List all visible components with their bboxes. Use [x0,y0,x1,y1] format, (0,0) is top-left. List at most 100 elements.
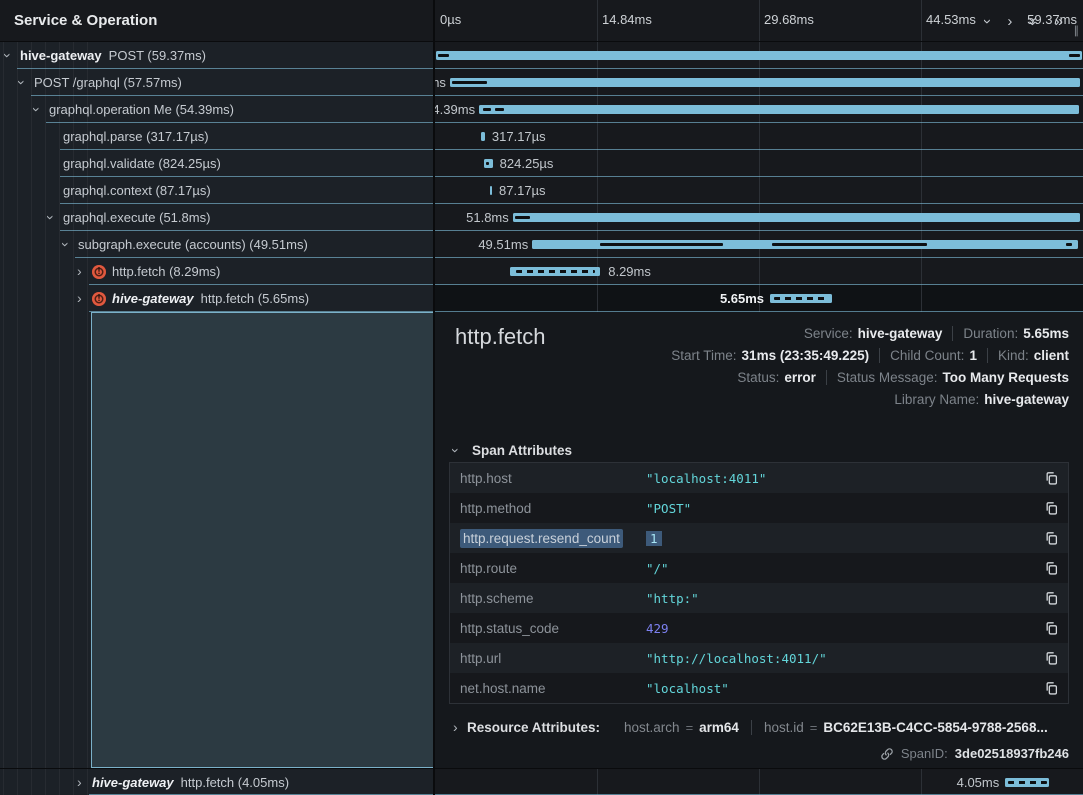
indent-guide [59,42,60,795]
span-id-value: 3de02518937fb246 [954,746,1069,761]
chevron-down-icon[interactable]: › [447,448,464,453]
chevron-down-icon[interactable]: › [28,107,45,112]
span-id-label: SpanID: [900,746,948,761]
span-bar[interactable] [490,186,493,195]
copy-button[interactable] [1034,591,1068,606]
copy-button[interactable] [1034,651,1068,666]
copy-button[interactable] [1034,561,1068,576]
row-underline [46,122,1083,123]
timeline-tick: 14.84ms [602,12,652,27]
span-tree-label[interactable]: › graphql.operation Me (54.39ms) [0,96,433,123]
meta-value: 31ms (23:35:49.225) [741,347,870,363]
span-tree-label[interactable]: › hive-gateway POST (59.37ms) [0,42,433,69]
service-name: hive-gateway [112,291,194,306]
copy-button[interactable] [1034,471,1068,486]
span-bar[interactable] [479,105,1080,114]
span-timeline [435,42,1083,69]
span-row[interactable]: graphql.parse (317.17µs) 317.17µs [0,123,1083,150]
chevron-right-icon[interactable]: › [453,719,458,735]
timeline-tick: 0µs [440,12,462,27]
span-tree-label[interactable]: graphql.validate (824.25µs) [0,150,433,177]
attribute-row[interactable]: http.method "POST" [450,493,1068,523]
link-icon[interactable] [880,747,894,761]
span-bar[interactable] [436,51,1082,60]
attribute-row[interactable]: http.scheme "http:" [450,583,1068,613]
attribute-key: http.status_code [460,620,560,636]
copy-button[interactable] [1034,621,1068,636]
span-meta: Service: hive-gateway Duration: 5.65ms Sta… [661,322,1069,410]
span-tree-label[interactable]: › graphql.execute (51.8ms) [0,204,433,231]
row-underline [75,257,1083,258]
panel-resize-handle[interactable]: ∥ [1073,25,1080,37]
span-row[interactable]: › POST /graphql (57.57ms) 57.57ms [0,69,1083,96]
chevron-down-icon[interactable]: › [0,53,16,58]
chevron-down-icon[interactable]: › [42,215,59,220]
attribute-key: http.scheme [460,590,534,606]
attribute-row[interactable]: net.host.name "localhost" [450,673,1068,703]
duration-label: 57.57ms [435,75,446,90]
span-tree-label[interactable]: › hive-gateway http.fetch (4.05ms) [0,769,433,795]
attribute-row[interactable]: http.status_code 429 [450,613,1068,643]
span-name: graphql.validate (824.25µs) [63,156,221,171]
attribute-value: "http:" [646,590,699,606]
span-bar[interactable] [512,213,1080,222]
retry-dashes [515,270,595,273]
span-row[interactable]: › ! http.fetch (8.29ms) 8.29ms [0,258,1083,285]
span-attributes-title: Span Attributes [472,443,573,458]
span-attributes-header[interactable]: › Span Attributes [447,438,573,463]
attribute-key-selected: http.request.resend_count [450,528,646,548]
copy-button[interactable] [1034,681,1068,696]
span-row[interactable]: › subgraph.execute (accounts) (49.51ms) … [0,231,1083,258]
span-tree-label[interactable]: › subgraph.execute (accounts) (49.51ms) [0,231,433,258]
resource-value: BC62E13B-C4CC-5854-9788-2568... [823,720,1048,735]
attribute-key: net.host.name [460,680,546,696]
span-id-row: SpanID: 3de02518937fb246 [880,746,1069,761]
span-tree-label[interactable]: › ! hive-gateway http.fetch (5.65ms) [0,285,433,312]
panel-divider[interactable] [433,0,435,795]
expand-one-icon[interactable]: › [1007,12,1013,30]
span-tree-label[interactable]: › ! http.fetch (8.29ms) [0,258,433,285]
span-name: graphql.context (87.17µs) [63,183,211,198]
indent-guide [45,42,46,795]
row-underline [89,311,1083,312]
span-bar[interactable] [770,294,833,303]
span-row[interactable]: › hive-gateway http.fetch (4.05ms) 4.05m… [0,768,1083,795]
span-timeline: 8.29ms [435,258,1083,285]
span-timeline: 317.17µs [435,123,1083,150]
service-name: hive-gateway [20,48,102,63]
chevron-right-icon[interactable]: › [77,774,82,790]
span-tree-label[interactable]: › POST /graphql (57.57ms) [0,69,433,96]
span-bar[interactable] [1005,778,1050,787]
span-row[interactable]: graphql.context (87.17µs) 87.17µs [0,177,1083,204]
chevron-right-icon[interactable]: › [77,263,82,279]
indent-guide [17,42,18,795]
attribute-row[interactable]: http.url "http://localhost:4011/" [450,643,1068,673]
attribute-row[interactable]: http.request.resend_count 1 [450,523,1068,553]
chevron-down-icon[interactable]: › [13,80,30,85]
span-row[interactable]: graphql.validate (824.25µs) 824.25µs [0,150,1083,177]
attribute-row[interactable]: http.host "localhost:4011" [450,463,1068,493]
equals-sign: = [685,720,694,735]
indent-guide [87,42,88,795]
span-row[interactable]: › graphql.execute (51.8ms) 51.8ms [0,204,1083,231]
span-row[interactable]: › hive-gateway POST (59.37ms) [0,42,1083,69]
span-tree-label[interactable]: graphql.parse (317.17µs) [0,123,433,150]
copy-button[interactable] [1034,501,1068,516]
span-tree-label[interactable]: graphql.context (87.17µs) [0,177,433,204]
attribute-row[interactable]: http.route "/" [450,553,1068,583]
span-bar[interactable] [481,132,485,141]
span-row[interactable]: › graphql.operation Me (54.39ms) 54.39ms [0,96,1083,123]
span-timeline: 57.57ms [435,69,1083,96]
resource-attributes-row[interactable]: › Resource Attributes: host.arch = arm64… [453,715,1060,740]
span-name: http.fetch (4.05ms) [180,775,290,790]
chevron-right-icon[interactable]: › [77,290,82,306]
span-row-selected[interactable]: › ! hive-gateway http.fetch (5.65ms) 5.6… [0,285,1083,312]
span-bar[interactable] [449,78,1081,87]
span-name: http.fetch (8.29ms) [112,264,221,279]
span-timeline: 51.8ms [435,204,1083,231]
chevron-down-icon[interactable]: › [57,242,74,247]
expand-all-icon[interactable]: » [1054,12,1063,30]
attribute-value: "/" [646,560,669,576]
span-bar[interactable] [510,267,601,276]
copy-button[interactable] [1034,531,1068,546]
